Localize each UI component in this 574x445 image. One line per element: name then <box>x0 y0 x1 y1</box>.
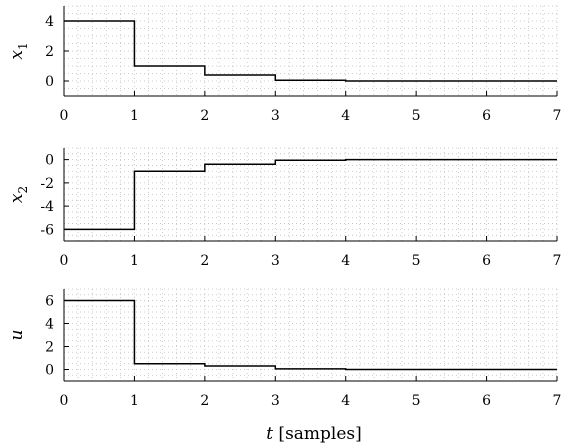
x-tick-label: 1 <box>130 393 139 409</box>
x-tick-label: 6 <box>482 393 491 409</box>
x-tick-label: 6 <box>482 108 491 124</box>
x-tick-label: 3 <box>271 393 280 409</box>
grid <box>63 288 558 382</box>
y-tick-label: 0 <box>45 74 54 90</box>
y-tick-label: 0 <box>45 363 54 379</box>
y-tick-label: 2 <box>45 44 54 60</box>
ticks: 0 1 2 3 4 5 6 7 0 2 4 <box>45 14 561 124</box>
x-tick-label: 1 <box>130 253 139 269</box>
series-line <box>64 158 557 231</box>
x-tick-label: 0 <box>60 253 69 269</box>
y-axis-label-subscript: 2 <box>16 186 30 194</box>
y-tick-label: 0 <box>45 153 54 169</box>
x-tick-label: 1 <box>130 108 139 124</box>
y-tick-label: -6 <box>40 222 54 238</box>
axes <box>63 148 557 242</box>
y-tick-label: -4 <box>40 199 54 215</box>
grid <box>63 147 558 242</box>
x-tick-label: 7 <box>553 108 562 124</box>
y-tick-label: 6 <box>45 294 54 310</box>
x-tick-label: 0 <box>60 108 69 124</box>
ticks: 0 1 2 3 4 5 6 7 0 -2 -4 -6 <box>40 153 561 269</box>
subplot-u: 0 1 2 3 4 5 6 7 0 2 4 6 u t [samples] <box>7 288 561 444</box>
x-tick-label: 4 <box>341 253 350 269</box>
x-axis-label: t [samples] <box>266 424 362 444</box>
y-tick-label: 4 <box>45 317 54 333</box>
ticks: 0 1 2 3 4 5 6 7 0 2 4 6 <box>45 294 561 410</box>
series-line <box>64 299 557 371</box>
y-axis-label: x1 <box>7 42 30 59</box>
axes <box>63 6 557 97</box>
x-tick-label: 5 <box>412 108 421 124</box>
y-axis-label: u <box>7 330 27 341</box>
y-tick-label: -2 <box>40 176 54 192</box>
x-tick-label: 6 <box>482 253 491 269</box>
x-tick-label: 0 <box>60 393 69 409</box>
x-tick-label: 3 <box>271 253 280 269</box>
y-tick-label: 2 <box>45 340 54 356</box>
y-axis-label-main: x <box>7 193 27 203</box>
x-tick-label: 2 <box>200 253 209 269</box>
x-tick-label: 5 <box>412 253 421 269</box>
x-tick-label: 3 <box>271 108 280 124</box>
x-tick-label: 7 <box>553 393 562 409</box>
axes <box>63 289 557 382</box>
subplot-x2: 0 1 2 3 4 5 6 70-2-4-6 x2 <box>7 147 561 269</box>
x-tick-label: 5 <box>412 393 421 409</box>
y-tick-label: 4 <box>45 14 54 30</box>
y-axis-label-main: x <box>7 50 27 60</box>
series-line <box>64 20 557 82</box>
x-tick-label: 4 <box>341 393 350 409</box>
y-axis-label-subscript: 1 <box>16 42 30 50</box>
x-axis-label-units: [samples] <box>273 424 362 444</box>
x-tick-label: 4 <box>341 108 350 124</box>
y-axis-label: x2 <box>7 186 30 203</box>
x-tick-label: 2 <box>200 108 209 124</box>
x-tick-label: 2 <box>200 393 209 409</box>
x-axis-label-main: t <box>266 424 273 444</box>
x-tick-label: 7 <box>553 253 562 269</box>
grid <box>63 5 558 97</box>
y-axis-label-main: u <box>7 330 27 341</box>
